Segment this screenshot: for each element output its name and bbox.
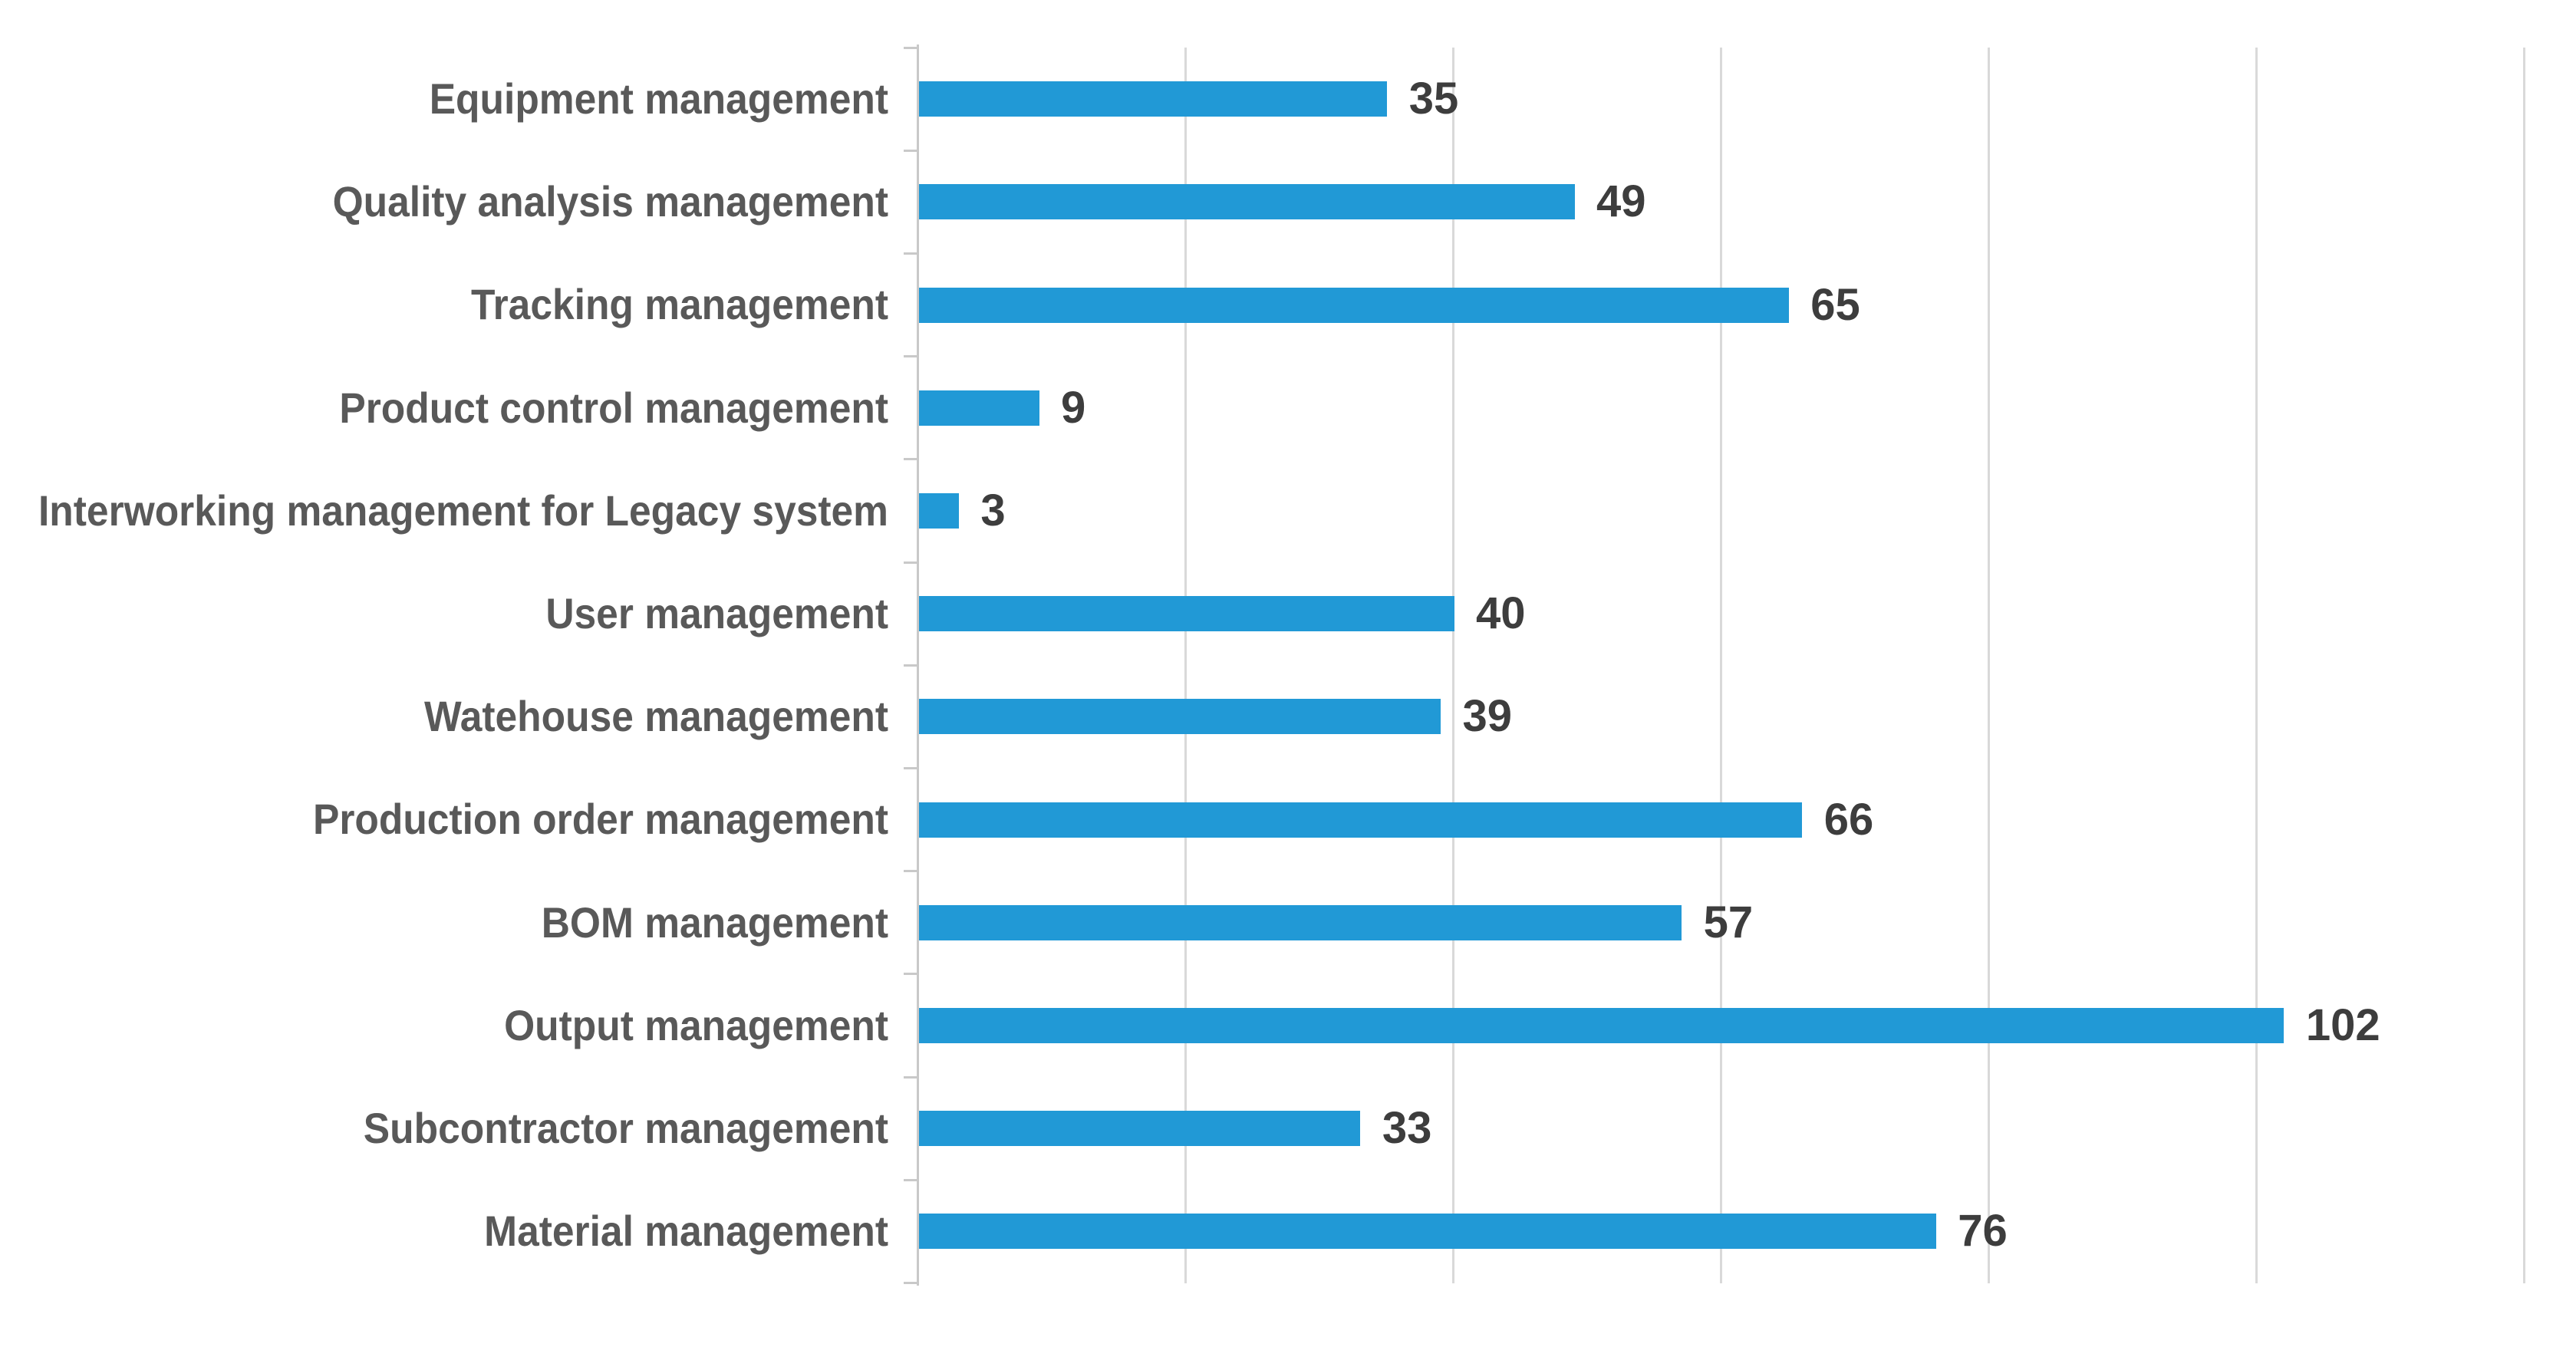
bar-value-label: 102 [2305,1000,2380,1050]
axis-tick-mark [904,561,917,564]
bar-value-label: 39 [1462,691,1513,742]
axis-tick-mark [904,973,917,976]
bar [918,596,1454,632]
bar-value-label: 65 [1810,279,1860,330]
bar [918,1214,1936,1250]
axis-tick-mark [904,458,917,461]
bar-value-label: 57 [1703,897,1754,947]
y-axis-line [916,44,919,1286]
gridline [1987,48,1990,1283]
axis-tick-mark [904,1075,917,1079]
bar-value-label: 76 [1958,1206,2008,1256]
bar [918,1111,1361,1147]
axis-tick-mark [904,355,917,358]
gridline [1184,48,1187,1283]
category-label: Watehouse management [423,692,888,741]
axis-tick-mark [904,664,917,667]
bar [918,287,1789,323]
bar [918,81,1388,117]
bar-value-label: 9 [1061,382,1086,433]
category-label: Output management [504,1000,888,1049]
category-label: User management [545,589,888,638]
axis-tick-mark [904,1281,917,1284]
bar [918,1007,2284,1043]
bar [918,184,1575,220]
gridline [2522,48,2525,1283]
bar-value-label: 33 [1382,1103,1432,1154]
bar-value-label: 66 [1823,794,1874,845]
bar [918,492,959,529]
axis-tick-mark [904,870,917,873]
category-label: Material management [484,1207,888,1256]
gridline [2255,48,2258,1283]
category-label: Interworking management for Legacy syste… [38,486,889,535]
bar-value-label: 49 [1596,176,1646,227]
axis-tick-mark [904,252,917,255]
bar [918,904,1682,940]
bar [918,390,1039,426]
bar [918,699,1441,735]
category-label: Subcontractor management [363,1104,888,1153]
category-label: Tracking management [470,280,888,329]
gridline [1719,48,1722,1283]
bar-value-label: 40 [1476,588,1526,639]
axis-tick-mark [904,149,917,152]
category-label: Quality analysis management [332,177,888,226]
axis-tick-mark [904,766,917,769]
axis-tick-mark [904,46,917,49]
bar [918,802,1803,838]
category-label: Production order management [312,795,889,844]
category-label: Product control management [339,383,889,432]
category-label: Equipment management [429,74,888,124]
bar-value-label: 3 [980,485,1006,535]
axis-tick-mark [904,1178,917,1181]
category-label: BOM management [541,897,888,947]
bar-value-label: 35 [1408,74,1459,124]
gridline [1451,48,1454,1283]
